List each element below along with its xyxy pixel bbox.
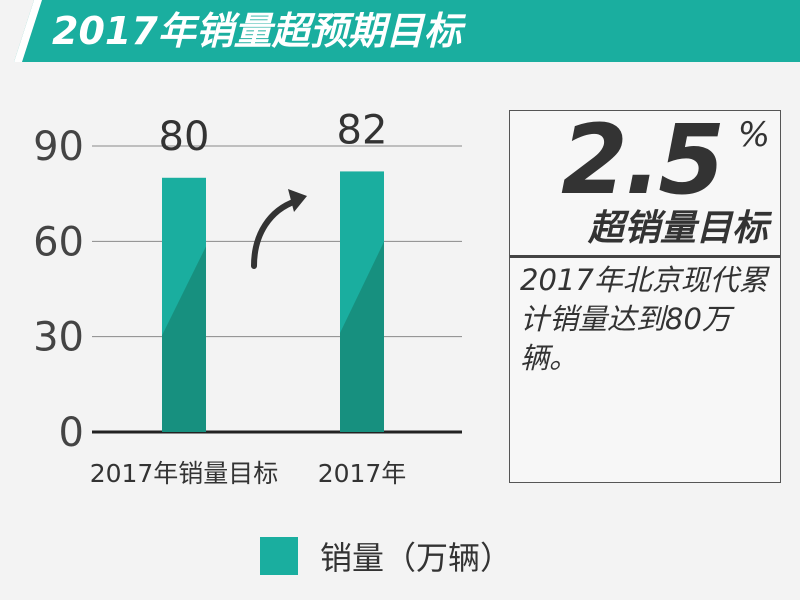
growth-unit: % xyxy=(737,115,770,155)
title-banner: 2017年销量超预期目标 xyxy=(0,0,800,62)
divider xyxy=(510,255,780,258)
y-tick-label: 30 xyxy=(33,315,84,361)
page-title: 2017年销量超预期目标 xyxy=(52,9,462,53)
chart-legend: 销量（万辆） xyxy=(260,534,512,578)
info-box: 2.5 % 超销量目标 2017年北京现代累计销量达到80万辆。 xyxy=(509,105,781,483)
growth-subtitle: 超销量目标 xyxy=(587,208,768,249)
data-label: 80 xyxy=(159,114,210,160)
y-tick-label: 0 xyxy=(59,410,84,456)
y-tick-label: 90 xyxy=(33,124,84,170)
curved-arrow xyxy=(251,198,299,269)
info-description: 2017年北京现代累计销量达到80万辆。 xyxy=(520,263,768,375)
data-label: 82 xyxy=(337,107,388,153)
bar-shade xyxy=(340,241,384,432)
growth-value: 2.5 xyxy=(560,104,725,216)
y-tick-label: 60 xyxy=(33,219,84,265)
banner-shape xyxy=(0,0,800,62)
category-label: 2017年销量目标 xyxy=(90,459,279,488)
legend-label: 销量（万辆） xyxy=(320,539,513,577)
legend-swatch xyxy=(260,537,298,575)
bar-shade xyxy=(162,246,206,432)
arrow-head xyxy=(288,189,307,212)
bar-chart: 0 30 60 90 80 2017年销量目标 82 2017年 xyxy=(33,107,462,488)
category-label: 2017年 xyxy=(318,459,407,488)
